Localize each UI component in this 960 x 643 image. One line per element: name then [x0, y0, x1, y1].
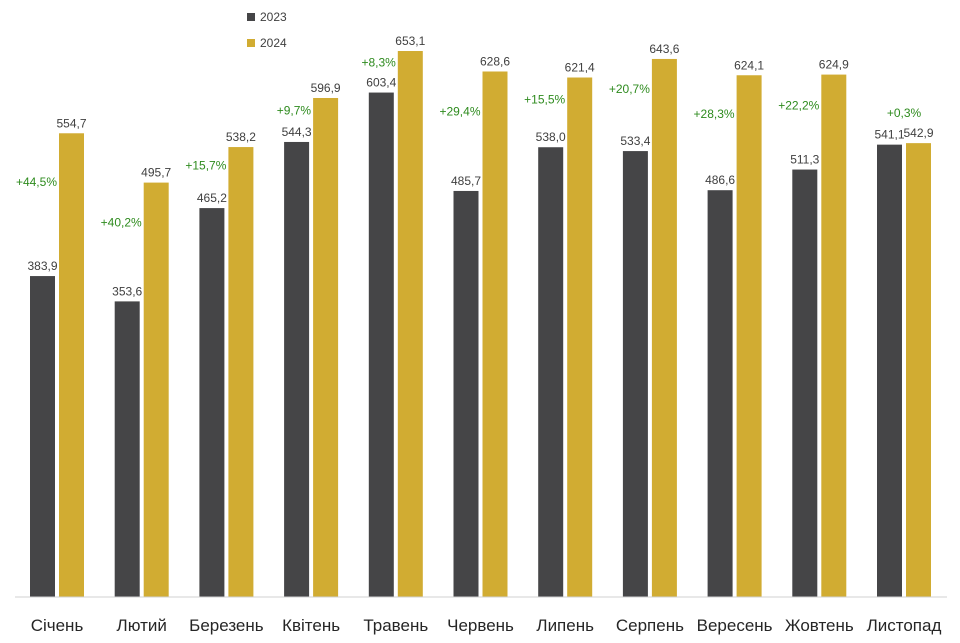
data-label-2023-8: 533,4: [620, 134, 650, 148]
category-label-2: Лютий: [117, 616, 167, 635]
data-label-2024-8: 643,6: [649, 42, 679, 56]
change-label-11: +0,3%: [887, 106, 922, 120]
category-label-1: Січень: [31, 616, 84, 635]
labels-group: 383,9 554,7 +44,5% Січень 353,6 495,7 +40,2% Лю…: [16, 34, 942, 635]
data-label-2024-5: 653,1: [395, 34, 425, 48]
bar-2024-3: [228, 147, 254, 597]
bar-2023-6: [453, 190, 479, 597]
bar-2024-1: [59, 133, 84, 597]
bar-2024-5: [397, 51, 423, 597]
change-label-7: +15,5%: [524, 92, 565, 106]
bar-2023-8: [622, 151, 648, 597]
data-label-2024-1: 554,7: [56, 116, 86, 130]
legend-swatch-2024: [247, 39, 255, 47]
legend-label-2024: 2024: [260, 36, 287, 50]
bar-2023-7: [538, 147, 564, 597]
change-label-3: +15,7%: [185, 159, 226, 173]
category-label-3: Березень: [189, 616, 264, 635]
data-label-2023-10: 511,3: [790, 153, 819, 167]
data-label-2023-9: 486,6: [705, 173, 735, 187]
bar-2024-8: [651, 58, 677, 598]
bar-2023-2: [114, 301, 140, 597]
data-label-2024-10: 624,9: [819, 58, 849, 72]
data-label-2023-6: 485,7: [451, 174, 481, 188]
legend: 2023 2024: [247, 10, 287, 50]
legend-swatch-2023: [247, 13, 255, 21]
data-label-2023-11: 541,1: [874, 128, 904, 142]
category-label-4: Квітень: [282, 616, 340, 635]
bar-2024-2: [143, 182, 169, 598]
bar-2023-11: [877, 144, 902, 598]
legend-label-2023: 2023: [260, 10, 287, 24]
data-label-2023-1: 383,9: [27, 259, 57, 273]
data-label-2023-3: 465,2: [197, 191, 227, 205]
bars-group: [30, 51, 931, 598]
change-label-1: +44,5%: [16, 175, 57, 189]
category-label-9: Вересень: [697, 616, 773, 635]
category-label-10: Жовтень: [785, 616, 854, 635]
data-label-2024-7: 621,4: [565, 61, 595, 75]
category-label-5: Травень: [363, 616, 428, 635]
data-label-2023-7: 538,0: [536, 130, 566, 144]
change-label-2: +40,2%: [101, 216, 142, 230]
data-label-2024-4: 596,9: [311, 81, 341, 95]
change-label-9: +28,3%: [694, 107, 735, 121]
data-label-2024-3: 538,2: [226, 130, 256, 144]
bar-2023-1: [30, 276, 55, 597]
data-label-2023-2: 353,6: [112, 284, 142, 298]
data-label-2024-2: 495,7: [141, 166, 171, 180]
bar-2023-10: [792, 169, 818, 597]
data-label-2023-5: 603,4: [366, 76, 396, 90]
bar-2024-9: [736, 75, 762, 598]
bar-2024-11: [906, 143, 931, 597]
data-label-2024-6: 628,6: [480, 54, 510, 68]
data-label-2023-4: 544,3: [282, 125, 312, 139]
change-label-4: +9,7%: [277, 103, 312, 117]
bar-2024-7: [567, 77, 593, 598]
data-label-2024-11: 542,9: [903, 126, 933, 140]
bar-2024-4: [313, 97, 339, 597]
change-label-8: +20,7%: [609, 82, 650, 96]
change-label-10: +22,2%: [778, 99, 819, 113]
bar-2023-3: [199, 208, 225, 597]
category-label-11: Листопад: [867, 616, 942, 635]
bar-2024-10: [821, 74, 847, 597]
category-label-8: Серпень: [616, 616, 684, 635]
change-label-6: +29,4%: [439, 105, 480, 119]
category-label-7: Липень: [536, 616, 594, 635]
bar-2023-4: [284, 141, 310, 597]
category-label-6: Червень: [447, 616, 514, 635]
bar-2024-6: [482, 71, 508, 597]
data-label-2024-9: 624,1: [734, 58, 764, 72]
bar-2023-5: [368, 92, 394, 597]
bar-2023-9: [707, 190, 733, 597]
change-label-5: +8,3%: [361, 55, 396, 69]
